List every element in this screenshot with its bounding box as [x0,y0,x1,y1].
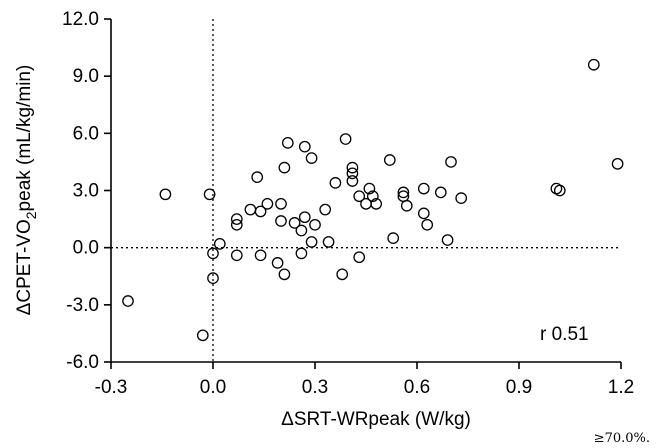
data-point [275,197,287,210]
data-point [553,184,566,197]
y-tick-label: -3.0 [66,295,99,316]
x-tick-label: 0.0 [200,377,226,398]
data-point [322,236,335,248]
data-point [254,249,267,262]
data-point [288,217,301,229]
data-point [203,188,216,201]
data-point [417,182,430,195]
data-point [159,188,172,201]
tick-labels: -6.0 -3.0 0.0 3.0 6.0 9.0 12.0 -0.3 0.0 0.3 0.6 0.9… [62,9,634,398]
data-point [207,272,219,285]
y-tick-label: 12.0 [62,9,99,30]
data-point [353,251,366,264]
y-tick-label: 3.0 [73,181,99,202]
data-point [261,197,274,210]
y-tick-label: 0.0 [73,238,99,259]
data-point [298,211,311,224]
data-point [275,215,287,227]
reference-lines [111,19,621,362]
data-point [122,295,134,307]
data-point [346,175,359,187]
data-point [611,157,624,170]
y-axis-title-subscript: 2 [23,211,39,219]
y-tick-label: 9.0 [73,66,99,87]
data-point [587,58,600,71]
data-point [366,190,379,203]
x-tick-label: 0.9 [506,377,532,398]
data-point [329,177,342,189]
data-point [445,156,457,168]
data-point [278,161,291,174]
y-axis-title-part: peak (mL/kg/min) [14,65,35,212]
data-point [295,247,308,260]
data-point [305,236,318,248]
data-point [271,257,284,269]
data-point [207,247,219,260]
data-point [281,137,294,149]
x-tick-label: -0.3 [95,377,128,398]
data-points [122,58,624,342]
data-point [230,218,243,231]
data-point [230,213,243,225]
data-point [295,224,308,237]
data-point [230,249,243,262]
data-point [319,203,332,216]
data-point [441,234,454,246]
x-tick-label: 0.3 [302,377,328,398]
data-point [387,232,400,244]
data-point [196,329,209,342]
data-point [336,268,349,281]
data-point [278,268,291,281]
correlation-annotation: r 0.51 [540,324,589,345]
data-point [455,192,468,204]
data-point [251,171,264,184]
data-point [397,186,410,199]
data-point [254,205,267,218]
y-tick-label: 6.0 [73,123,99,144]
data-point [370,197,383,210]
data-point [421,218,434,231]
x-tick-label: 1.2 [608,377,634,398]
data-point [298,140,311,153]
data-point [417,207,430,220]
data-point [434,186,447,199]
data-point [339,133,352,145]
data-point [346,161,359,174]
axes [104,18,622,369]
data-point [309,218,321,231]
data-point [213,238,226,250]
data-point [383,154,396,166]
y-axis-title-part: ΔCPET-VO [14,219,35,315]
data-point [363,182,376,195]
data-point [305,152,318,164]
data-point [353,190,366,203]
data-point [400,199,413,212]
data-point [244,203,257,216]
y-axis-title: ΔCPET-VO2peak (mL/kg/min) [14,65,39,316]
footer-text: ≥70.0%. [593,431,650,446]
x-axis-title: ΔSRT-WRpeak (W/kg) [281,409,471,430]
x-tick-label: 0.6 [404,377,430,398]
y-tick-label: -6.0 [66,352,99,373]
data-point [346,167,359,180]
